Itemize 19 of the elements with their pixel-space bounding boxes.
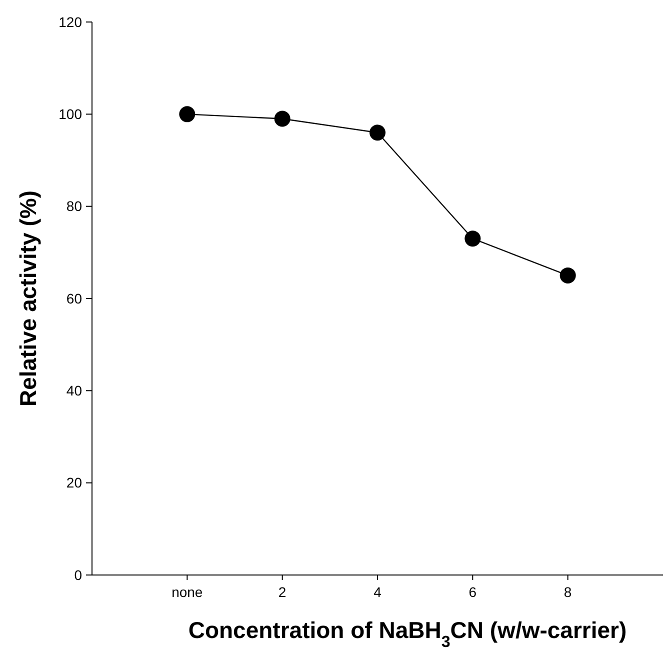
x-tick-label: 8 bbox=[564, 584, 572, 600]
point bbox=[370, 124, 386, 141]
y-tick-label: 0 bbox=[74, 566, 82, 583]
point bbox=[179, 106, 196, 122]
x-tick-label: 2 bbox=[278, 584, 286, 600]
point bbox=[274, 110, 290, 127]
y-tick-label: 80 bbox=[66, 198, 82, 214]
x-tick-label: 6 bbox=[468, 584, 477, 600]
y-tick-label: 100 bbox=[58, 106, 82, 122]
x-axis-title: Concentration of NaBH$_{3}$CN (w/w-carrier) bbox=[188, 617, 627, 651]
y-tick-label: 20 bbox=[66, 474, 82, 491]
y-tick-label: 120 bbox=[58, 14, 82, 30]
y-axis-title: Relative activity (%) bbox=[15, 190, 41, 407]
x-tick-label: 4 bbox=[374, 584, 382, 600]
y-tick-label: 60 bbox=[66, 290, 82, 306]
y-tick-label: 40 bbox=[66, 382, 82, 399]
point bbox=[560, 267, 576, 284]
x-tick-label: none bbox=[172, 584, 203, 600]
point bbox=[464, 230, 481, 247]
